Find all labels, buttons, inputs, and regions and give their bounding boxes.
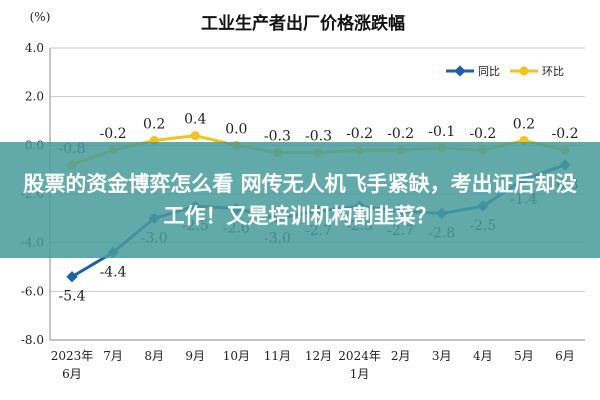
legend: 同比 环比 [446, 65, 564, 78]
data-label: -0.2 [469, 126, 496, 142]
data-label: -4.4 [100, 264, 127, 280]
x-tick-label: 7月 [103, 349, 123, 363]
x-tick-label: 2月 [391, 349, 411, 363]
y-tick-label: -6.0 [21, 284, 44, 298]
data-label: -0.2 [346, 126, 373, 142]
x-tick-label: 10月 [223, 349, 250, 363]
x-tick-label: 2023年 6月 [51, 349, 94, 381]
data-label: -0.2 [387, 126, 414, 142]
x-tick-label: 5月 [514, 349, 534, 363]
x-tick-label: 2024年 1月 [338, 349, 381, 381]
data-label: 0.0 [225, 121, 247, 137]
data-label: -0.2 [552, 126, 579, 142]
legend-swatch-marker [454, 65, 466, 77]
overlay-banner[interactable]: 股票的资金博弈怎么看 网传无人机飞手紧缺，考出证后却没工作！又是培训机构割韭菜？ [0, 142, 600, 258]
x-tick-label: 3月 [432, 349, 452, 363]
x-tick-label: 9月 [185, 349, 205, 363]
data-label: -0.3 [305, 129, 332, 145]
data-label: 0.4 [184, 112, 206, 128]
x-tick-label: 8月 [144, 349, 164, 363]
y-tick-label: 2.0 [25, 90, 44, 104]
overlay-headline[interactable]: 股票的资金博弈怎么看 网传无人机飞手紧缺，考出证后却没工作！又是培训机构割韭菜？ [23, 172, 577, 228]
legend-label: 同比 [478, 65, 500, 78]
data-label: 0.2 [513, 116, 535, 132]
x-tick-label: 12月 [305, 349, 332, 363]
legend-label: 环比 [542, 65, 564, 78]
x-tick-label: 11月 [264, 349, 291, 363]
x-tick-labels: 2023年 6月 7月 8月 9月 10月 11月 12月 2024年 1月 2月 3月 4月 5月 6月 [51, 349, 575, 381]
y-axis-unit: (%) [30, 10, 51, 24]
data-label: 0.2 [143, 116, 165, 132]
data-label: -5.4 [59, 289, 86, 305]
y-tick-label: -8.0 [21, 333, 44, 347]
legend-swatch-marker [519, 66, 529, 76]
data-label: -0.1 [428, 124, 455, 140]
x-tick-label: 6月 [555, 349, 575, 363]
data-label: -0.2 [100, 126, 127, 142]
chart-title: 工业生产者出厂价格涨跌幅 [201, 13, 405, 34]
data-label: -0.3 [264, 129, 291, 145]
x-tick-label: 4月 [473, 349, 493, 363]
data-point [190, 131, 200, 141]
y-tick-label: 4.0 [25, 41, 44, 55]
